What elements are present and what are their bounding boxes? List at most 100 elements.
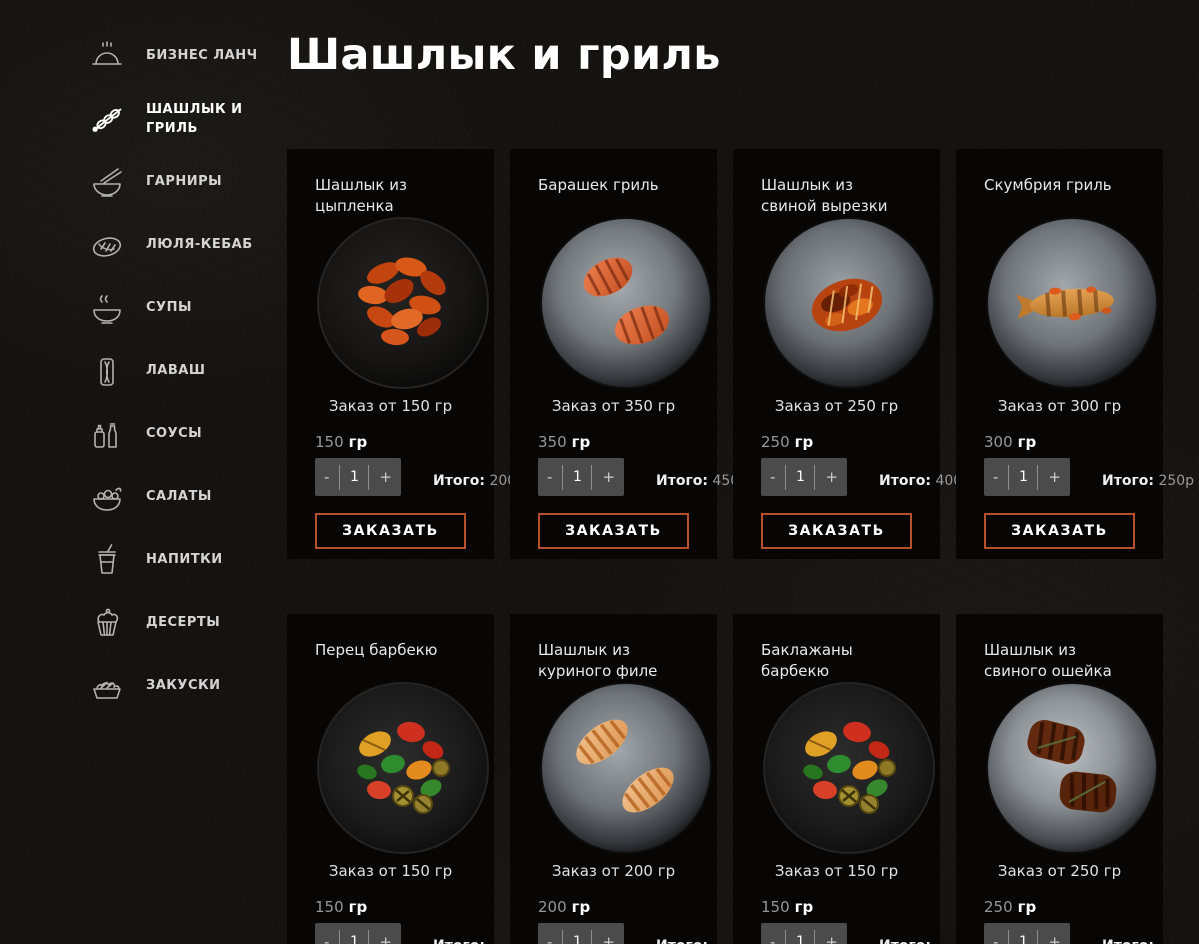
order-button[interactable]: ЗАКАЗАТЬ xyxy=(538,513,689,549)
product-title: Баклажаны барбекю xyxy=(761,641,853,680)
product-photo xyxy=(538,215,714,391)
min-order-text: Заказ от 250 гр xyxy=(774,397,899,415)
quantity-stepper[interactable]: - 1 + xyxy=(315,458,401,496)
product-title: Скумбрия гриль xyxy=(984,176,1112,194)
product-grid: Шашлык из цыпленка Заказ от 150 гр 150 гр… xyxy=(287,149,1194,944)
increase-button[interactable]: + xyxy=(602,467,615,486)
quantity-value[interactable]: 1 xyxy=(785,464,816,490)
sidebar-item-label: ЛЮЛЯ-КЕБАБ xyxy=(146,237,253,253)
sidebar-item-label: НАПИТКИ xyxy=(146,552,223,568)
order-button[interactable]: ЗАКАЗАТЬ xyxy=(984,513,1135,549)
increase-button[interactable]: + xyxy=(602,932,615,944)
quantity-stepper[interactable]: - 1 + xyxy=(761,458,847,496)
decrease-button[interactable]: - xyxy=(770,467,776,486)
lavash-roll-icon xyxy=(88,353,125,390)
order-button[interactable]: ЗАКАЗАТЬ xyxy=(761,513,912,549)
product-card: Баклажаны барбекю Заказ от 150 гр 150 гр … xyxy=(733,614,940,944)
sidebar-item-label: ШАШЛЫК И ГРИЛЬ xyxy=(146,102,243,136)
sidebar-item-label: БИЗНЕС ЛАНЧ xyxy=(146,48,258,64)
increase-button[interactable]: + xyxy=(1048,467,1061,486)
quantity-value[interactable]: 1 xyxy=(1008,464,1039,490)
quantity-value[interactable]: 1 xyxy=(1008,929,1039,944)
sidebar-item-shashlik-grill[interactable]: ШАШЛЫК И ГРИЛЬ xyxy=(88,101,287,138)
sidebar-item-sauces[interactable]: СОУСЫ xyxy=(88,416,287,453)
total-price: Итого: xyxy=(879,938,931,944)
category-sidebar: БИЗНЕС ЛАНЧ ШАШЛЫК И ГРИЛЬ ГАРНИРЫ ЛЮЛЯ-… xyxy=(0,0,287,731)
decrease-button[interactable]: - xyxy=(324,932,330,944)
quantity-value[interactable]: 1 xyxy=(562,929,593,944)
quantity-stepper[interactable]: - 1 + xyxy=(984,923,1070,944)
quantity-row: - 1 + Итого: 250р xyxy=(984,458,1194,496)
quantity-row: - 1 + Итого: xyxy=(761,923,931,944)
steak-icon xyxy=(88,227,125,264)
total-price: Итого: 250р xyxy=(1102,473,1195,489)
increase-button[interactable]: + xyxy=(825,932,838,944)
weight-label: 350 гр xyxy=(538,433,591,451)
decrease-button[interactable]: - xyxy=(770,932,776,944)
sidebar-item-salads[interactable]: САЛАТЫ xyxy=(88,479,287,516)
snack-basket-icon xyxy=(88,668,125,705)
decrease-button[interactable]: - xyxy=(993,932,999,944)
product-title: Шашлык из цыпленка xyxy=(315,176,407,215)
salad-bowl-icon xyxy=(88,479,125,516)
quantity-value[interactable]: 1 xyxy=(562,464,593,490)
product-title: Шашлык из куриного филе xyxy=(538,641,658,680)
skewer-icon xyxy=(88,101,125,138)
sidebar-item-desserts[interactable]: ДЕСЕРТЫ xyxy=(88,605,287,642)
cloche-icon xyxy=(88,38,125,75)
product-card: Перец барбекю Заказ от 150 гр 150 гр - 1 … xyxy=(287,614,494,944)
product-card: Шашлык из свиного ошейка Заказ от 250 гр… xyxy=(956,614,1163,944)
product-photo xyxy=(761,215,937,391)
product-card: Шашлык из свиной вырезки Заказ от 250 гр… xyxy=(733,149,971,559)
total-price: Итого: xyxy=(433,938,485,944)
min-order-text: Заказ от 150 гр xyxy=(774,862,899,880)
increase-button[interactable]: + xyxy=(379,467,392,486)
sidebar-item-label: САЛАТЫ xyxy=(146,489,212,505)
decrease-button[interactable]: - xyxy=(324,467,330,486)
product-title: Шашлык из свиного ошейка xyxy=(984,641,1112,680)
quantity-stepper[interactable]: - 1 + xyxy=(315,923,401,944)
product-card: Скумбрия гриль Заказ от 300 гр 300 гр - 1… xyxy=(956,149,1194,559)
order-button[interactable]: ЗАКАЗАТЬ xyxy=(315,513,466,549)
increase-button[interactable]: + xyxy=(379,932,392,944)
sidebar-item-business-lunch[interactable]: БИЗНЕС ЛАНЧ xyxy=(88,38,287,75)
quantity-value[interactable]: 1 xyxy=(339,464,370,490)
min-order-text: Заказ от 250 гр xyxy=(997,862,1122,880)
product-photo xyxy=(984,680,1160,856)
menu-content: Шашлык и гриль Шашлык из цыпленка Заказ … xyxy=(287,0,1194,944)
quantity-value[interactable]: 1 xyxy=(785,929,816,944)
quantity-row: - 1 + Итого: 400р xyxy=(761,458,971,496)
decrease-button[interactable]: - xyxy=(993,467,999,486)
sidebar-item-label: СУПЫ xyxy=(146,300,192,316)
quantity-value[interactable]: 1 xyxy=(339,929,370,944)
increase-button[interactable]: + xyxy=(825,467,838,486)
decrease-button[interactable]: - xyxy=(547,467,553,486)
noodle-bowl-icon xyxy=(88,164,125,201)
sidebar-item-snacks[interactable]: ЗАКУСКИ xyxy=(88,668,287,705)
quantity-stepper[interactable]: - 1 + xyxy=(761,923,847,944)
quantity-stepper[interactable]: - 1 + xyxy=(984,458,1070,496)
weight-label: 150 гр xyxy=(315,433,368,451)
drink-cup-icon xyxy=(88,542,125,579)
quantity-row: - 1 + Итого: 450р xyxy=(538,458,748,496)
sidebar-item-garnish[interactable]: ГАРНИРЫ xyxy=(88,164,287,201)
increase-button[interactable]: + xyxy=(1048,932,1061,944)
quantity-row: - 1 + Итого: xyxy=(984,923,1154,944)
total-price: Итого: xyxy=(656,938,708,944)
sidebar-item-lula-kebab[interactable]: ЛЮЛЯ-КЕБАБ xyxy=(88,227,287,264)
decrease-button[interactable]: - xyxy=(547,932,553,944)
min-order-text: Заказ от 150 гр xyxy=(328,397,453,415)
sidebar-item-drinks[interactable]: НАПИТКИ xyxy=(88,542,287,579)
quantity-stepper[interactable]: - 1 + xyxy=(538,458,624,496)
total-price: Итого: xyxy=(1102,938,1154,944)
soup-bowl-icon xyxy=(88,290,125,327)
sauce-bottles-icon xyxy=(88,416,125,453)
product-photo xyxy=(315,680,491,856)
quantity-stepper[interactable]: - 1 + xyxy=(538,923,624,944)
quantity-row: - 1 + Итого: 200р xyxy=(315,458,525,496)
sidebar-item-soups[interactable]: СУПЫ xyxy=(88,290,287,327)
weight-label: 300 гр xyxy=(984,433,1037,451)
sidebar-item-lavash[interactable]: ЛАВАШ xyxy=(88,353,287,390)
product-card: Барашек гриль Заказ от 350 гр 350 гр - 1 … xyxy=(510,149,748,559)
weight-label: 150 гр xyxy=(761,898,814,916)
